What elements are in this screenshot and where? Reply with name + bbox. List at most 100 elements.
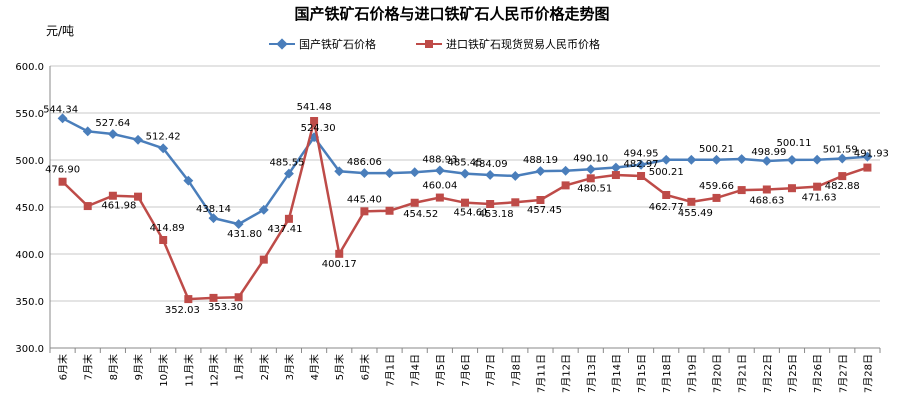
x-tick-label: 11月末 — [182, 354, 195, 387]
data-label: 462.77 — [649, 202, 684, 213]
series-layer — [57, 113, 873, 304]
data-point — [184, 295, 193, 304]
data-label: 471.63 — [802, 193, 837, 204]
x-tick-label: 3月末 — [283, 354, 296, 380]
data-label: 454.52 — [403, 209, 438, 220]
x-tick-label: 4月末 — [308, 354, 321, 380]
data-label: 527.64 — [95, 118, 130, 129]
data-label: 484.09 — [473, 159, 508, 170]
data-point — [561, 181, 570, 190]
data-label: 512.42 — [146, 131, 181, 142]
data-label: 461.98 — [101, 201, 136, 212]
data-label: 400.17 — [322, 259, 357, 270]
x-tick-label: 6月末 — [57, 354, 70, 380]
x-tick-label: 7月19日 — [686, 354, 698, 393]
data-point — [434, 165, 445, 176]
x-tick-label: 7月12日 — [561, 354, 573, 393]
data-label: 482.97 — [624, 159, 659, 170]
x-tick-label: 2月末 — [258, 354, 271, 380]
data-label: 485.55 — [269, 158, 304, 169]
data-point — [486, 200, 495, 209]
data-point — [661, 154, 672, 165]
data-label: 468.63 — [749, 195, 784, 206]
data-point — [108, 191, 117, 200]
data-point — [208, 213, 219, 224]
data-label: 414.89 — [150, 223, 185, 234]
data-point — [385, 206, 394, 215]
data-label: 431.80 — [227, 229, 262, 240]
x-tick-label: 7月21日 — [737, 354, 749, 393]
x-axis: 6月末 7月末 8月末 9月末 10月末 11月末 12月末 1月末 2月末 3月末 4月末 5月末 6… — [49, 347, 881, 393]
x-tick-label: 7月1日 — [385, 354, 397, 387]
data-point — [461, 198, 469, 207]
data-point — [335, 249, 344, 258]
x-tick-label: 7月18日 — [661, 354, 673, 393]
data-point — [611, 171, 620, 180]
data-point — [862, 151, 873, 162]
data-label: 485.45 — [448, 158, 483, 169]
legend-label-domestic: 国产铁矿石价格 — [299, 37, 376, 51]
data-label: 476.90 — [45, 165, 80, 176]
data-point — [82, 126, 93, 137]
data-point — [284, 214, 293, 223]
x-tick-label: 7月26日 — [812, 354, 824, 393]
data-label: 491.93 — [854, 149, 889, 160]
data-point — [787, 154, 797, 165]
data-label: 437.41 — [267, 224, 302, 235]
y-tick-label: 300.0 — [15, 344, 44, 355]
data-point — [133, 134, 143, 145]
data-point — [83, 202, 92, 211]
y-tick-label: 600.0 — [15, 62, 44, 73]
data-point — [410, 198, 419, 207]
y-axis-unit: 元/吨 — [46, 24, 74, 38]
y-tick-label: 350.0 — [15, 297, 44, 308]
data-point — [485, 170, 496, 180]
data-label: 524.30 — [301, 123, 336, 134]
x-tick-label: 9月末 — [132, 354, 145, 380]
data-label: 460.04 — [422, 181, 457, 192]
data-point — [813, 182, 822, 191]
data-label: 544.34 — [43, 104, 78, 115]
data-point — [711, 154, 722, 165]
data-point — [662, 190, 671, 199]
data-point — [359, 168, 370, 179]
data-point — [258, 204, 269, 215]
data-point — [259, 255, 268, 264]
data-label: 498.99 — [751, 147, 786, 158]
data-point — [360, 207, 369, 216]
data-label: 490.10 — [573, 153, 608, 164]
data-point — [736, 154, 747, 165]
data-label: 459.66 — [699, 181, 734, 192]
data-point — [863, 163, 872, 172]
chart-title: 国产铁矿石价格与进口铁矿石人民币价格走势图 — [294, 5, 609, 23]
data-point — [560, 165, 571, 176]
data-label: 488.19 — [523, 155, 558, 166]
data-label: 494.95 — [624, 149, 659, 160]
data-point — [57, 113, 68, 124]
data-label: 480.51 — [577, 183, 612, 194]
data-point — [511, 198, 520, 207]
x-tick-label: 1月末 — [233, 354, 246, 380]
x-tick-label: 7月13日 — [586, 354, 598, 393]
x-tick-label: 7月27日 — [837, 354, 849, 393]
x-tick-label: 10月末 — [157, 354, 170, 387]
data-point — [107, 129, 118, 139]
data-point — [409, 167, 420, 178]
x-tick-label: 7月4日 — [410, 354, 422, 387]
data-point — [209, 293, 218, 302]
data-point — [234, 293, 243, 302]
data-point — [233, 219, 244, 230]
data-point — [158, 143, 169, 154]
data-point — [762, 185, 771, 194]
data-label: 541.48 — [297, 102, 332, 113]
data-label: 488.93 — [422, 154, 457, 165]
x-tick-label: 12月末 — [207, 354, 220, 387]
legend-label-import: 进口铁矿石现货贸易人民币价格 — [446, 37, 600, 51]
data-point — [837, 153, 848, 164]
data-labels: 544.34 527.64 512.42 438.14 431.80 485.55 524.… — [43, 102, 889, 316]
data-point — [134, 192, 143, 201]
data-label: 486.06 — [347, 157, 382, 168]
x-tick-label: 8月末 — [107, 354, 120, 380]
data-label: 500.21 — [699, 144, 734, 155]
